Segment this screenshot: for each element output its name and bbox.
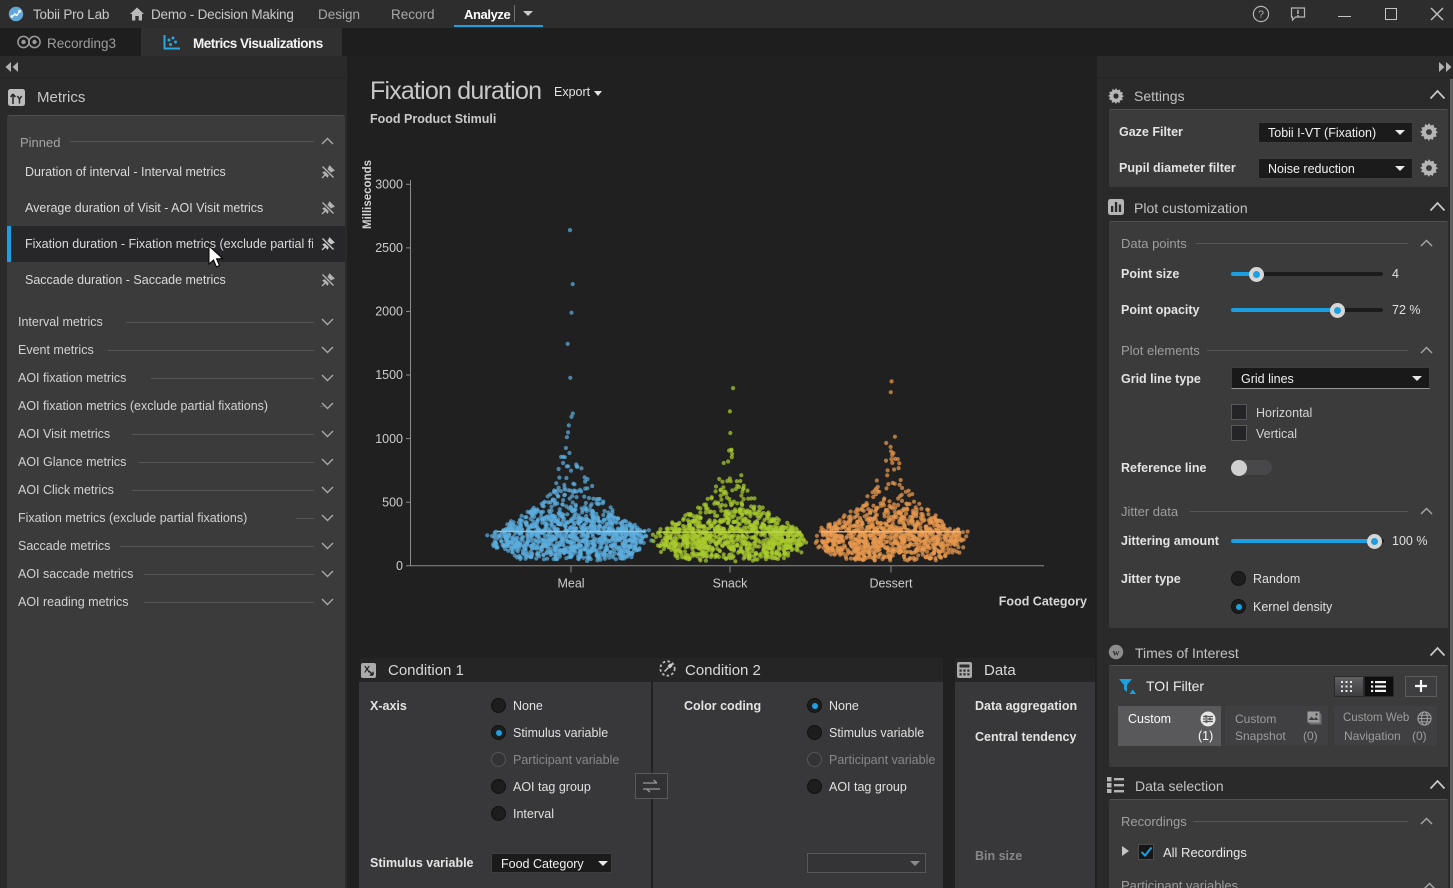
svg-text:X: X bbox=[364, 665, 370, 675]
svg-text:500: 500 bbox=[382, 495, 403, 509]
svg-text:?: ? bbox=[1258, 9, 1264, 21]
svg-text:0: 0 bbox=[396, 559, 403, 573]
svg-text:1000: 1000 bbox=[375, 432, 403, 446]
svg-text:Dessert: Dessert bbox=[869, 577, 913, 591]
svg-text:Meal: Meal bbox=[557, 577, 584, 591]
svg-text:w: w bbox=[1113, 649, 1120, 659]
svg-text:3000: 3000 bbox=[375, 178, 403, 192]
svg-text:Food Category: Food Category bbox=[999, 595, 1087, 609]
svg-text:Snack: Snack bbox=[713, 577, 748, 591]
svg-text:1500: 1500 bbox=[375, 368, 403, 382]
svg-text:2500: 2500 bbox=[375, 241, 403, 255]
svg-text:2000: 2000 bbox=[375, 305, 403, 319]
